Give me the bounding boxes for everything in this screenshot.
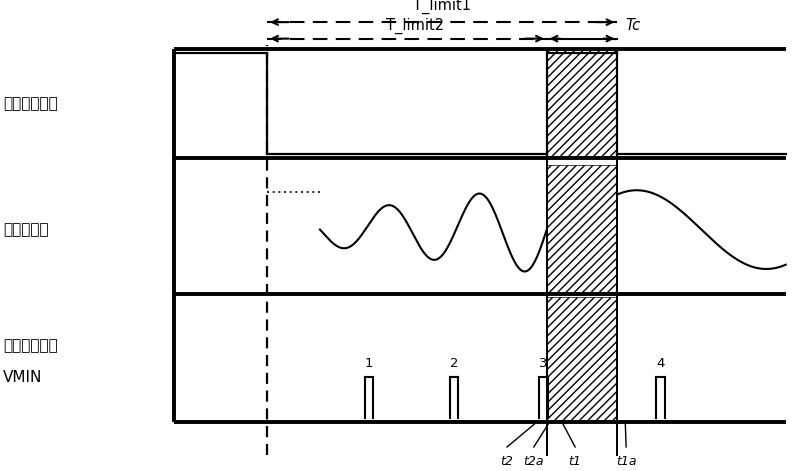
Text: 谐振端电压: 谐振端电压 [3, 222, 49, 237]
Bar [547, 297, 617, 422]
Bar [547, 49, 617, 158]
Text: 3: 3 [539, 357, 548, 370]
Text: 开关控制信号: 开关控制信号 [3, 96, 58, 111]
Text: Tc: Tc [625, 18, 641, 33]
Bar [547, 165, 617, 294]
Text: t2a: t2a [523, 455, 544, 469]
Text: 2: 2 [450, 357, 458, 370]
Text: 最小电压信号: 最小电压信号 [3, 339, 58, 353]
Text: T_limit1: T_limit1 [413, 0, 471, 14]
Text: t1a: t1a [616, 455, 637, 469]
Text: 1: 1 [364, 357, 373, 370]
Text: VMIN: VMIN [3, 371, 43, 385]
Text: 4: 4 [656, 357, 665, 370]
Text: t1: t1 [569, 455, 582, 469]
Text: t2: t2 [501, 455, 514, 469]
Text: T_limit2: T_limit2 [386, 18, 444, 34]
